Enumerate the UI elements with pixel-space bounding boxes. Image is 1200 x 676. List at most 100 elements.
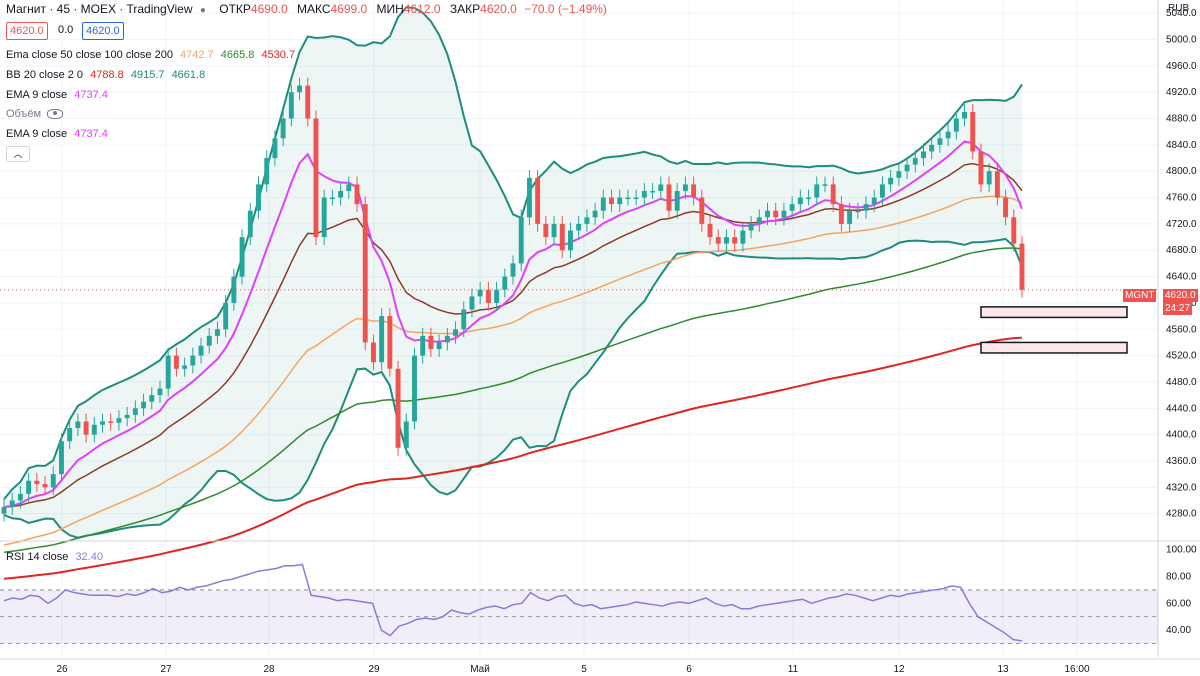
ema-50-line [3,195,1023,546]
candle-body [338,190,344,198]
candle-body [469,296,475,310]
ticker-tag: MGNT [1123,289,1157,302]
chart-header: Магнит · 45 · MOEX · TradingView ● ОТКР4… [6,2,607,16]
y-tick-label: 4560.0 [1166,324,1197,335]
candle-body [1019,243,1025,290]
collapse-legend-button[interactable]: ︿ [6,146,30,162]
candle-body [395,368,401,448]
candle-body [1,507,7,514]
candle-body [247,210,253,238]
candle-body [132,408,138,415]
legend-volume[interactable]: Объём [6,107,64,121]
buy-price-button[interactable]: 4620.0 [82,22,124,40]
candle-body [214,329,220,336]
candle-body [346,184,352,191]
candle-body [518,217,524,264]
open-value: 4690.0 [250,2,288,16]
candle-body [658,184,664,191]
candle-body [34,480,40,485]
y-tick-label: 4360.0 [1166,456,1197,467]
candle-body [9,500,15,508]
candle-body [641,190,647,198]
ema-20-line [3,162,1023,508]
candle-body [453,329,458,336]
candle-body [625,197,631,200]
x-tick-label: 27 [160,664,172,675]
legend-bb[interactable]: BB 20 close 2 0 4788.8 4915.7 4661.8 [6,69,206,81]
x-tick-label: 12 [893,664,905,675]
candle-body [535,177,541,224]
rsi-tick-label: 100.00 [1166,545,1197,556]
x-tick-label: 6 [686,664,692,675]
candle-body [1003,197,1009,218]
candle-body [666,184,672,211]
currency-label[interactable]: RUB [1168,3,1190,14]
y-tick-label: 4800.0 [1166,166,1197,177]
y-tick-label: 5040.0 [1166,8,1197,19]
candle-body [17,493,23,501]
candle-body [723,237,729,244]
candle-body [871,197,877,205]
y-tick-label: 4840.0 [1166,140,1197,151]
candle-body [108,421,114,423]
legend-ema-50-100-200[interactable]: Ema close 50 close 100 close 200 4742.7 … [6,49,296,61]
candle-body [280,118,286,139]
candle-body [288,92,294,119]
candle-body [379,316,385,363]
candle-body [75,421,81,429]
y-tick-label: 4680.0 [1166,245,1197,256]
sell-price-button[interactable]: 4620.0 [6,22,48,40]
candle-body [756,217,762,224]
candle-body [896,171,902,178]
candle-body [609,197,614,205]
candle-body [321,197,327,238]
candle-body [173,355,179,369]
symbol-title[interactable]: Магнит · 45 · MOEX · TradingView [6,2,193,16]
candle-body [239,237,245,277]
status-dot-icon: ● [199,5,206,16]
candle-body [256,184,261,211]
candle-body [436,342,442,350]
candle-body [888,177,894,185]
legend-ema9-b[interactable]: EMA 9 close 4737.4 [6,128,108,140]
legend-rsi[interactable]: RSI 14 close 32.40 [6,551,103,563]
bar-timer-tag: 24:27 [1163,302,1193,315]
candle-body [855,210,861,213]
candle-body [797,197,803,205]
legend-ema9-a[interactable]: EMA 9 close 4737.4 [6,89,108,101]
candle-body [502,276,508,290]
bollinger-lower-line [3,237,1023,539]
candle-body [945,131,951,139]
last-price-tag: 4620.0 [1163,289,1198,302]
candle-body [921,151,926,159]
x-tick-label: 16:00 [1064,664,1089,675]
close-value: 4620.0 [480,2,517,16]
high-value: 4699.0 [330,2,368,16]
x-tick-label: 13 [997,664,1009,675]
candle-body [789,204,795,211]
support-zone-box [980,341,1128,354]
candle-body [477,289,483,297]
candle-body [141,401,147,409]
candle-body [412,355,417,422]
candle-body [715,237,721,244]
candle-body [912,158,918,165]
low-value: 4612.0 [403,2,441,16]
candle-body [223,302,229,330]
candle-body [149,395,155,402]
candle-body [650,190,656,193]
candle-body [986,171,992,185]
x-tick-label: Май [470,664,490,675]
ema-9-line [3,140,1023,509]
x-tick-label: 5 [581,664,587,675]
candle-body [91,424,97,435]
ema-100-line [3,247,1023,554]
candle-body [953,118,959,132]
candle-body [543,223,549,238]
candle-body [633,197,639,200]
candle-body [781,210,787,218]
candle-body [765,210,770,218]
hidden-eye-icon[interactable] [47,109,64,120]
candle-body [674,190,680,211]
